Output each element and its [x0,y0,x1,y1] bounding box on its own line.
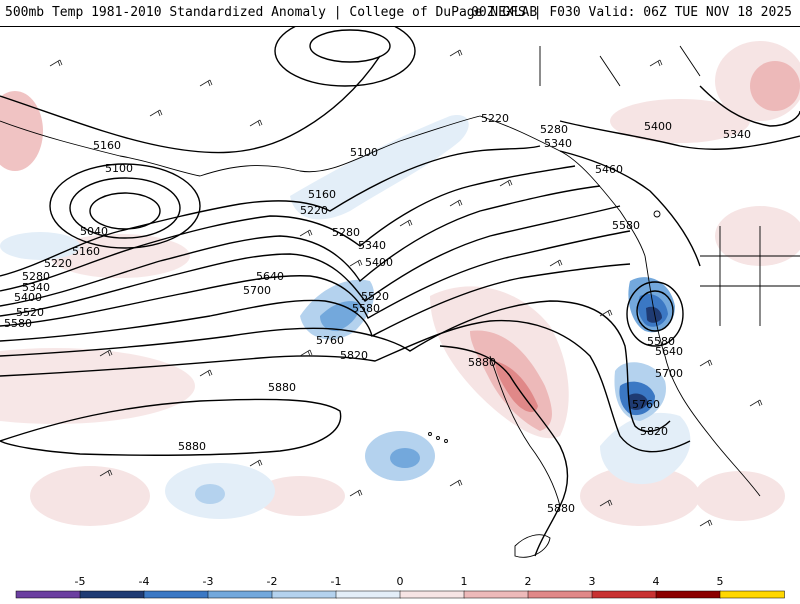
colorbar-tick: 3 [589,575,596,588]
contour-label: 5400 [365,256,393,269]
contour-label: 5160 [72,245,100,258]
contour-label: 5880 [268,381,296,394]
contour-label: 5700 [655,367,683,380]
colorbar-tick: -5 [75,575,86,588]
colorbar-swatch [335,590,401,599]
colorbar-tick: 1 [461,575,468,588]
coastlines [0,45,800,558]
colorbar-swatch [207,590,273,599]
colorbar-swatch [591,590,657,599]
contour-label: 5340 [544,137,572,150]
map-header: 500mb Temp 1981-2010 Standardized Anomal… [0,0,800,27]
colorbar-tick: 0 [397,575,404,588]
contour-label: 5880 [468,356,496,369]
contour-label: 5580 [352,302,380,315]
contour-label: 5160 [93,139,121,152]
map-title: 500mb Temp 1981-2010 Standardized Anomal… [5,5,538,20]
contour-label: 5640 [256,270,284,283]
contour-label: 5400 [644,120,672,133]
contour-label: 5640 [655,345,683,358]
colorbar-swatch [143,590,209,599]
weather-map: 5160 5100 5040 5100 5160 5220 5220 5280 … [0,26,800,574]
contour-label: 5760 [632,398,660,411]
model-run-info: 00Z GFS | F030 Valid: 06Z TUE NOV 18 202… [471,5,792,20]
colorbar-tick: -4 [139,575,150,588]
colorbar-swatch [79,590,145,599]
contour-label: 5520 [361,290,389,303]
colorbar-swatch [719,590,785,599]
contour-label: 5760 [316,334,344,347]
colorbar-tick: 5 [717,575,724,588]
colorbar-tick: 2 [525,575,532,588]
contour-label: 5820 [340,349,368,362]
contour-label: 5220 [300,204,328,217]
colorbar-ticks: -5 -4 -3 -2 -1 0 1 2 3 4 5 [75,575,724,588]
contour-label: 5100 [350,146,378,159]
wind-barbs [49,49,763,527]
contour-label: 5220 [44,257,72,270]
colorbar-swatch [655,590,721,599]
contour-label: 5280 [540,123,568,136]
colorbar-swatch [527,590,593,599]
colorbar-tick: -1 [331,575,342,588]
colorbar-swatch [271,590,337,599]
contour-label: 5280 [22,270,50,283]
contour-label: 5340 [22,281,50,294]
height-contours [0,26,800,557]
contour-label: 5400 [14,291,42,304]
contour-label: 5880 [178,440,206,453]
anomaly-colorbar: -5 -4 -3 -2 -1 0 1 2 3 4 5 [0,574,800,600]
contour-label: 5460 [595,163,623,176]
contour-label: 5880 [547,502,575,515]
contour-labels: 5160 5100 5040 5100 5160 5220 5220 5280 … [4,112,751,515]
contour-label: 5160 [308,188,336,201]
colorbar-tick: 4 [653,575,660,588]
contour-label: 5220 [481,112,509,125]
contour-label: 5820 [640,425,668,438]
anomaly-shading [0,41,800,526]
contour-label: 5700 [243,284,271,297]
colorbar-swatches [15,590,785,599]
contour-label: 5580 [647,335,675,348]
contour-label: 5520 [16,306,44,319]
colorbar-swatch [15,590,81,599]
colorbar-swatch [463,590,529,599]
colorbar-tick: -2 [267,575,278,588]
contour-label: 5340 [358,239,386,252]
contour-label: 5580 [612,219,640,232]
contour-label: 5280 [332,226,360,239]
contour-label: 5040 [80,225,108,238]
contour-label: 5580 [4,317,32,330]
colorbar-swatch [399,590,465,599]
contour-label: 5340 [723,128,751,141]
colorbar-tick: -3 [203,575,214,588]
contour-label: 5100 [105,162,133,175]
